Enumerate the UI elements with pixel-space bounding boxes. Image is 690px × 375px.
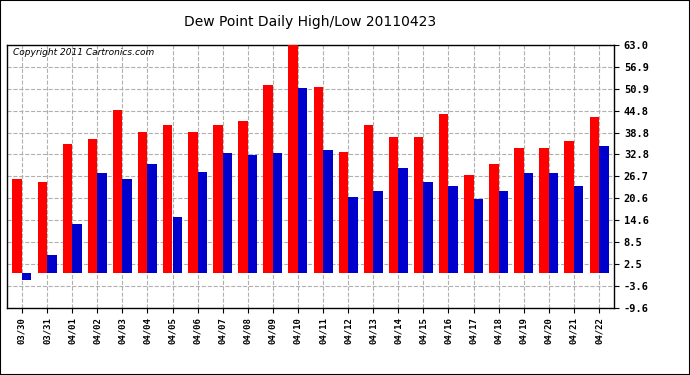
- Bar: [323, 150, 333, 273]
- Bar: [464, 175, 473, 273]
- Bar: [424, 182, 433, 273]
- Bar: [97, 173, 107, 273]
- Text: Dew Point Daily High/Low 20110423: Dew Point Daily High/Low 20110423: [184, 15, 437, 29]
- Bar: [589, 117, 599, 273]
- Text: Copyright 2011 Cartronics.com: Copyright 2011 Cartronics.com: [13, 48, 155, 57]
- Bar: [499, 191, 509, 273]
- Bar: [88, 139, 97, 273]
- Bar: [223, 153, 233, 273]
- Bar: [574, 186, 584, 273]
- Bar: [148, 164, 157, 273]
- Bar: [238, 121, 248, 273]
- Bar: [47, 255, 57, 273]
- Bar: [264, 85, 273, 273]
- Bar: [439, 114, 449, 273]
- Bar: [373, 191, 383, 273]
- Bar: [514, 148, 524, 273]
- Bar: [163, 124, 172, 273]
- Bar: [564, 141, 574, 273]
- Bar: [122, 179, 132, 273]
- Bar: [188, 132, 197, 273]
- Bar: [172, 217, 182, 273]
- Bar: [288, 45, 298, 273]
- Bar: [72, 224, 81, 273]
- Bar: [364, 124, 373, 273]
- Bar: [524, 173, 533, 273]
- Bar: [448, 186, 458, 273]
- Bar: [37, 182, 47, 273]
- Bar: [599, 146, 609, 273]
- Bar: [540, 148, 549, 273]
- Bar: [63, 144, 72, 273]
- Bar: [398, 168, 408, 273]
- Bar: [112, 110, 122, 273]
- Bar: [473, 199, 483, 273]
- Bar: [197, 171, 207, 273]
- Bar: [339, 152, 348, 273]
- Bar: [138, 132, 148, 273]
- Bar: [213, 124, 223, 273]
- Bar: [12, 179, 22, 273]
- Bar: [489, 164, 499, 273]
- Bar: [22, 273, 32, 280]
- Bar: [414, 137, 424, 273]
- Bar: [298, 88, 308, 273]
- Bar: [313, 87, 323, 273]
- Bar: [248, 155, 257, 273]
- Bar: [273, 153, 282, 273]
- Bar: [348, 197, 357, 273]
- Bar: [549, 173, 558, 273]
- Bar: [388, 137, 398, 273]
